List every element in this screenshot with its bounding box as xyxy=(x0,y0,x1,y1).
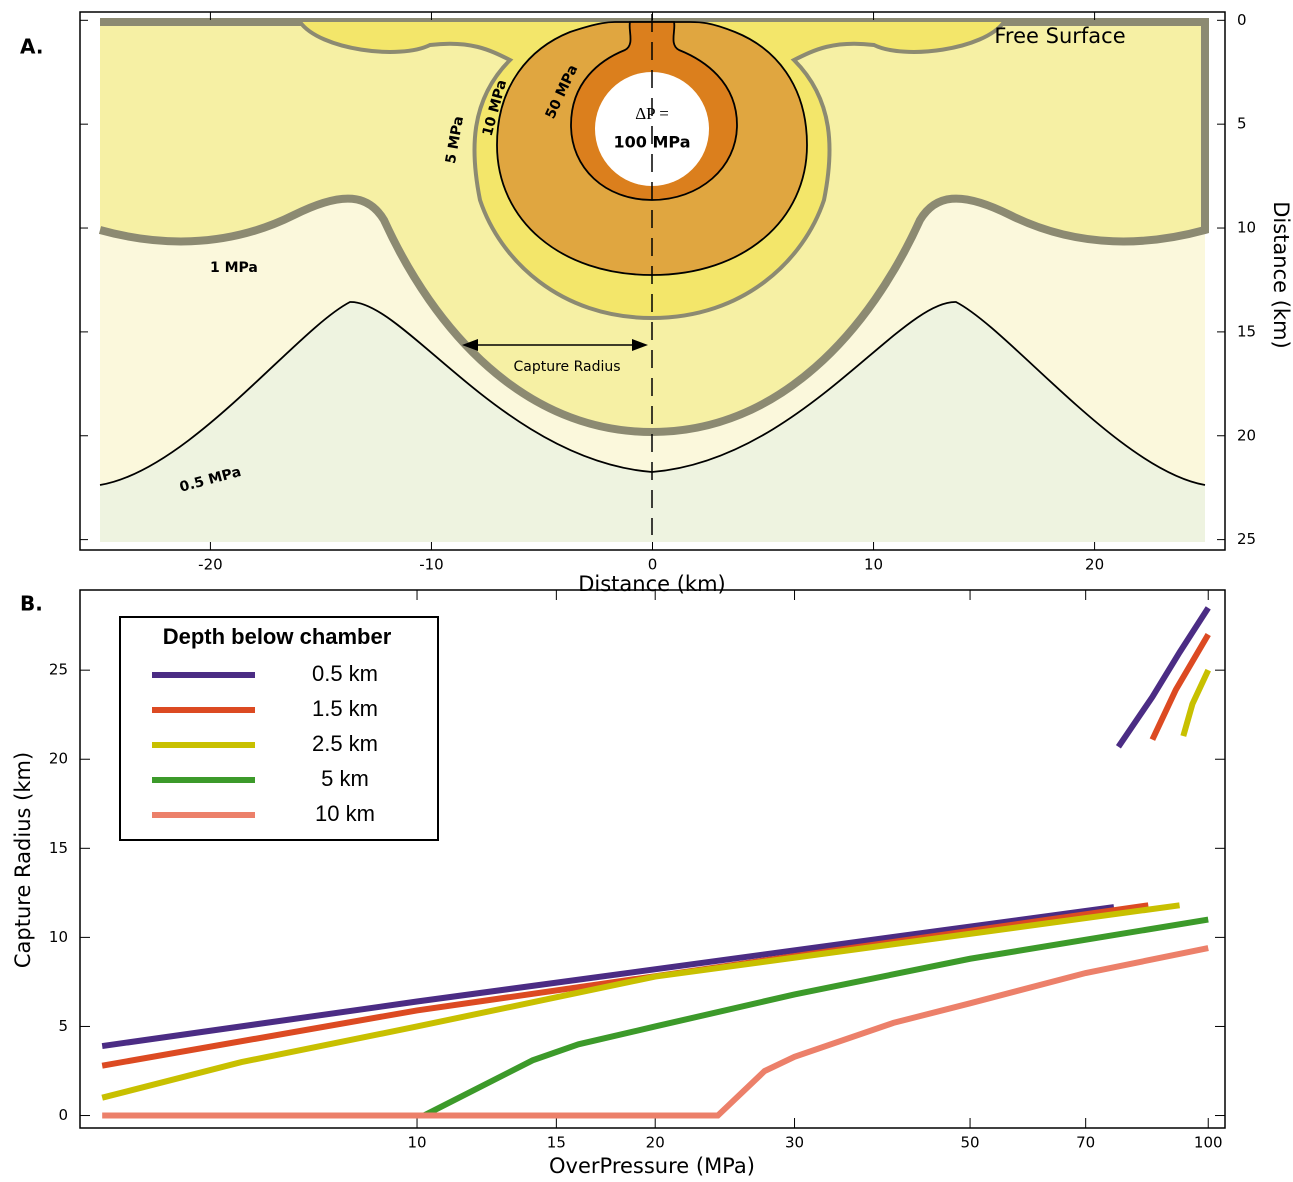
x-tick-label: 30 xyxy=(785,1134,804,1152)
contour-5 xyxy=(298,20,1006,321)
contour-label: 1 MPa xyxy=(210,260,258,276)
source-label: ΔP = xyxy=(635,104,669,123)
x-tick-label: 100 xyxy=(1194,1134,1223,1152)
y-tick-label: 20 xyxy=(1237,426,1256,444)
x-tick-label: 20 xyxy=(1085,556,1104,574)
y-axis-label: Capture Radius (km) xyxy=(11,752,35,968)
legend-label: 1.5 km xyxy=(312,696,378,721)
legend-label: 5 km xyxy=(321,766,369,791)
contour-map xyxy=(98,14,1209,542)
x-tick-label: 20 xyxy=(646,1134,665,1152)
y-tick-label: 5 xyxy=(1237,115,1247,133)
y-tick-label: 15 xyxy=(49,839,68,857)
series-line xyxy=(101,668,1211,1101)
series-line xyxy=(422,916,1209,1119)
x-tick-label: -20 xyxy=(198,556,223,574)
x-axis-label: OverPressure (MPa) xyxy=(549,1154,755,1178)
x-tick-label: 10 xyxy=(407,1134,426,1152)
legend-box xyxy=(119,616,439,841)
x-tick-label: 70 xyxy=(1076,1134,1095,1152)
x-tick-label: -10 xyxy=(419,556,444,574)
legend-label: 10 km xyxy=(315,801,375,826)
x-tick-label: 10 xyxy=(864,556,883,574)
y-tick-label: 10 xyxy=(1237,219,1256,237)
source-label: 100 MPa xyxy=(614,133,691,152)
annotation: Capture Radius xyxy=(513,359,620,375)
annotation: Free Surface xyxy=(994,24,1125,48)
x-axis-label: Distance (km) xyxy=(578,572,726,596)
y-axis-label: Distance (km) xyxy=(1269,201,1293,349)
legend: Depth below chamber 0.5 km 1.5 km 2.5 km 5 … xyxy=(119,616,439,841)
y-tick-label: 10 xyxy=(49,928,68,946)
y-tick-label: 0 xyxy=(1237,11,1247,29)
y-tick-label: 0 xyxy=(58,1106,68,1124)
legend-label: 2.5 km xyxy=(312,731,378,756)
series-line xyxy=(102,945,1209,1119)
y-tick-label: 5 xyxy=(58,1017,68,1035)
y-tick-label: 15 xyxy=(1237,322,1256,340)
y-tick-label: 25 xyxy=(49,661,68,679)
x-tick-label: 15 xyxy=(547,1134,566,1152)
series-line xyxy=(101,606,1211,1050)
y-tick-label: 25 xyxy=(1237,530,1256,548)
axes-frame xyxy=(79,589,1226,1129)
y-tick-label: 20 xyxy=(49,750,68,768)
legend-label: 0.5 km xyxy=(312,661,378,686)
x-tick-label: 50 xyxy=(961,1134,980,1152)
x-tick-label: 0 xyxy=(648,556,658,574)
contour-1 xyxy=(98,18,1209,437)
legend-title: Depth below chamber xyxy=(163,624,392,649)
panel-label: A. xyxy=(20,35,43,59)
panel-label: B. xyxy=(20,592,43,616)
